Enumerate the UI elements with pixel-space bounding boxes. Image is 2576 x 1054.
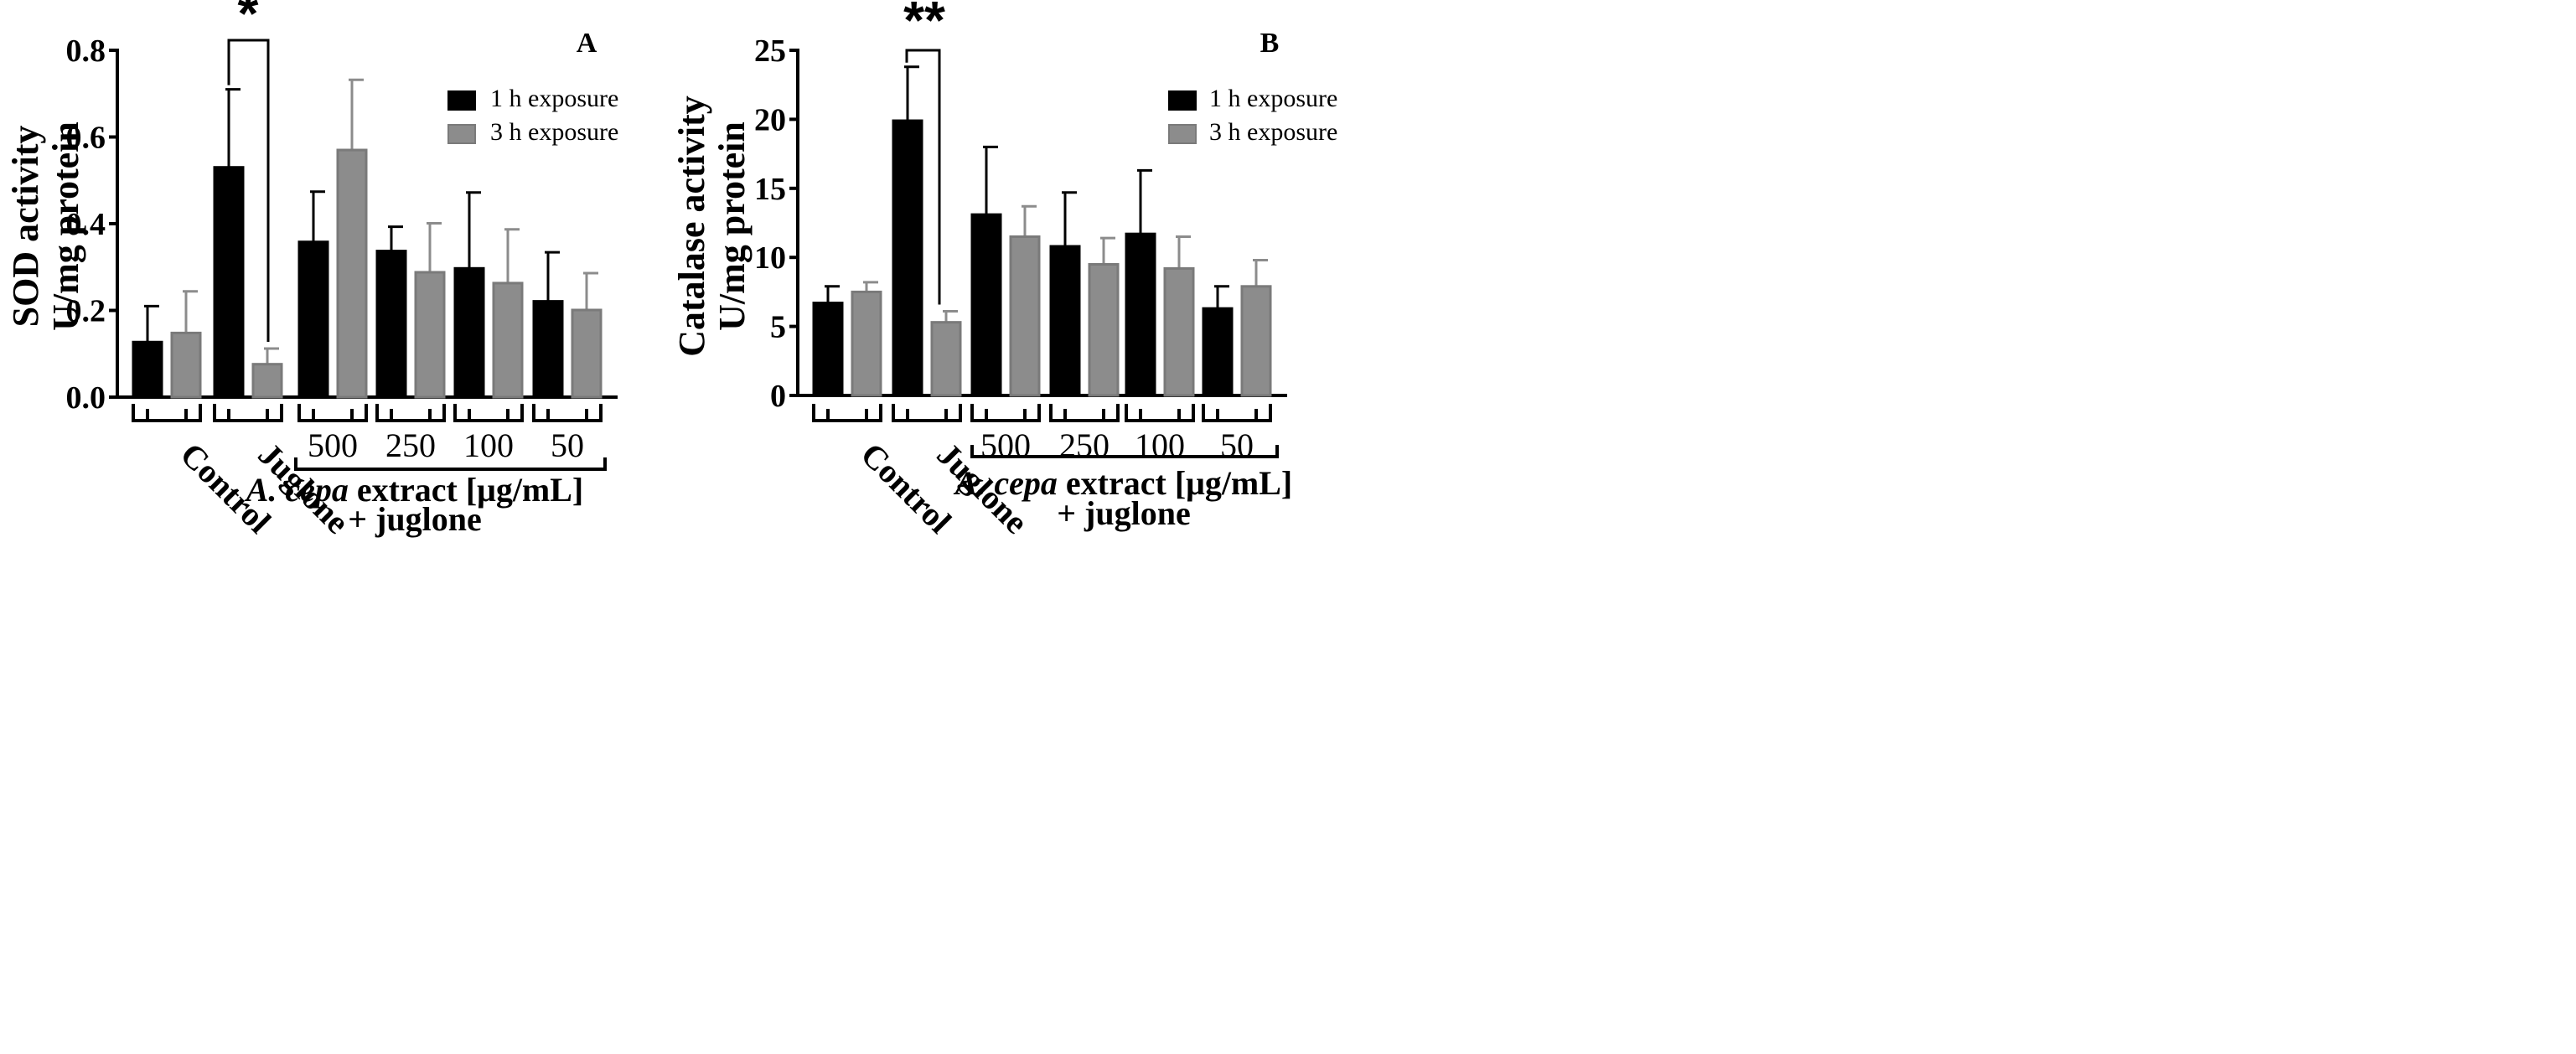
bar-1h (453, 266, 485, 399)
bar-3h (1088, 262, 1120, 397)
y-axis-title-units: U/mg protein (45, 121, 86, 331)
significance-marker: ** (903, 0, 945, 50)
y-tick-label: 0.8 (66, 34, 106, 69)
bar-3h (1240, 285, 1272, 397)
bar-3h (571, 308, 603, 399)
y-tick-label: 15 (754, 172, 786, 207)
extract-group-title: A. cepa extract [μg/mL] (953, 464, 1293, 502)
y-tick-label: 0 (770, 379, 786, 414)
group-bracket (297, 404, 368, 422)
group-bracket (532, 404, 603, 422)
y-tick-label: 0.4 (66, 207, 106, 242)
bar-3h (414, 271, 446, 399)
group-bracket (970, 404, 1041, 422)
group-bracket (132, 404, 202, 422)
dose-label: 250 (385, 426, 436, 464)
extract-bracket (970, 445, 1279, 458)
group-bracket (453, 404, 524, 422)
y-axis-title: Catalase activity (671, 96, 712, 357)
bar-1h (1049, 245, 1081, 397)
panel-a: 0.0 0.2 0.4 0.6 0.8 SOD activity U/mg protein 1… (5, 0, 618, 541)
legend-swatch (447, 124, 476, 144)
bar-1h (297, 240, 329, 399)
extract-group-subtitle: + juglone (1057, 494, 1190, 532)
dose-label: 100 (1135, 426, 1185, 464)
group-bracket (375, 404, 446, 422)
legend-label: 1 h exposure (1209, 85, 1337, 112)
panel-letter: B (1260, 28, 1280, 59)
legend-label: 1 h exposure (490, 85, 618, 112)
bar-1h (132, 340, 163, 399)
bar-3h (336, 148, 368, 399)
bar-3h (930, 321, 962, 397)
extract-group-subtitle: + juglone (348, 500, 481, 538)
bar-1h (1125, 232, 1156, 397)
extract-species: A. cepa (953, 464, 1058, 502)
bar-3h (1163, 266, 1195, 397)
legend-label: 3 h exposure (1209, 118, 1337, 146)
panel-letter: A (577, 28, 597, 59)
y-tick-label: 0.6 (66, 121, 106, 156)
y-tick-label: 0.2 (66, 294, 106, 329)
y-tick-label: 25 (754, 34, 786, 69)
panel-b: 0 5 10 15 20 25 Catalase activity U/mg protein 1… (671, 0, 1337, 541)
bar-1h (213, 166, 245, 399)
bar-3h (170, 331, 202, 399)
group-bracket (812, 404, 882, 422)
y-tick-label: 10 (754, 240, 786, 276)
group-bracket (892, 404, 962, 422)
y-axis-title-units: U/mg protein (711, 121, 753, 331)
dose-label: 500 (980, 426, 1031, 464)
legend-swatch (447, 90, 476, 111)
bar-3h (1009, 235, 1041, 397)
extract-units: extract [μg/mL] (349, 471, 583, 509)
dose-label: 50 (551, 426, 584, 464)
y-tick-label: 0.0 (66, 380, 106, 416)
bar-1h (532, 300, 564, 399)
significance-bracket (905, 49, 941, 305)
dose-label: 500 (308, 426, 358, 464)
significance-bracket (227, 39, 270, 343)
significance-marker: * (238, 0, 259, 44)
group-bracket (213, 404, 283, 422)
legend-swatch (1168, 124, 1197, 144)
bar-3h (851, 290, 882, 397)
y-tick-label: 20 (754, 102, 786, 137)
bar-1h (970, 213, 1002, 397)
group-bracket (1049, 404, 1120, 422)
dose-label: 50 (1220, 426, 1254, 464)
y-axis-title: SOD activity (5, 126, 46, 328)
y-tick-label: 5 (770, 310, 786, 345)
bar-1h (1202, 307, 1234, 397)
bar-1h (892, 119, 923, 397)
extract-bracket (294, 457, 607, 471)
extract-group-title: A. cepa extract [μg/mL] (244, 471, 584, 509)
dose-label: 250 (1059, 426, 1110, 464)
legend-label: 3 h exposure (490, 118, 618, 146)
bar-3h (492, 282, 524, 399)
bar-1h (375, 250, 407, 399)
bar-1h (812, 302, 844, 397)
legend-swatch (1168, 90, 1197, 111)
group-bracket (1125, 404, 1195, 422)
dose-label: 100 (463, 426, 514, 464)
bar-3h (251, 363, 283, 399)
group-bracket (1202, 404, 1272, 422)
extract-units: extract [μg/mL] (1058, 464, 1292, 502)
extract-species: A. cepa (244, 471, 349, 509)
